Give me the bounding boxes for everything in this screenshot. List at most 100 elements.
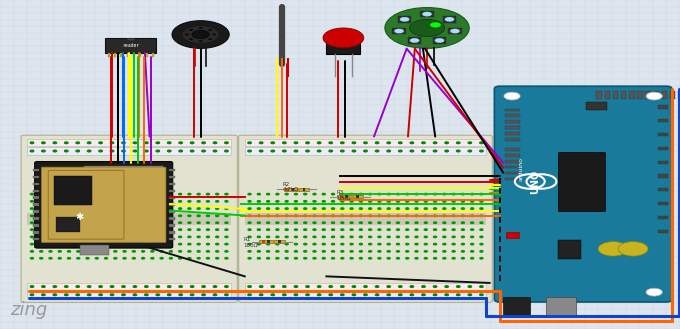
Bar [273, 240, 275, 243]
Circle shape [77, 222, 80, 223]
Circle shape [39, 229, 43, 230]
Circle shape [77, 215, 80, 216]
Circle shape [322, 193, 325, 195]
Circle shape [415, 215, 418, 216]
Circle shape [433, 286, 437, 288]
Bar [27, 139, 231, 146]
Circle shape [304, 258, 307, 259]
Bar [432, 37, 446, 44]
FancyBboxPatch shape [239, 135, 492, 302]
Circle shape [318, 286, 321, 288]
Circle shape [53, 286, 56, 288]
Circle shape [188, 243, 191, 245]
Circle shape [160, 251, 163, 252]
Circle shape [179, 251, 182, 252]
Circle shape [179, 150, 182, 152]
Circle shape [341, 251, 344, 252]
Bar [245, 213, 486, 225]
Circle shape [378, 236, 381, 238]
Circle shape [65, 142, 68, 144]
Bar [653, 91, 659, 99]
Circle shape [332, 236, 335, 238]
Circle shape [160, 243, 163, 245]
Circle shape [304, 222, 307, 223]
Circle shape [65, 150, 68, 152]
Circle shape [434, 251, 437, 252]
Circle shape [257, 236, 260, 238]
Circle shape [86, 251, 89, 252]
Text: R1
100Ω: R1 100Ω [243, 237, 258, 248]
Circle shape [387, 142, 390, 144]
Circle shape [434, 258, 437, 259]
Circle shape [322, 258, 325, 259]
Bar [126, 53, 129, 57]
Circle shape [462, 201, 464, 202]
Circle shape [77, 201, 80, 202]
Circle shape [364, 286, 367, 288]
Circle shape [86, 215, 89, 216]
Circle shape [267, 201, 269, 202]
Bar [107, 53, 110, 57]
Circle shape [105, 251, 107, 252]
Circle shape [468, 294, 471, 295]
Bar [33, 224, 39, 227]
Circle shape [398, 142, 402, 144]
Circle shape [445, 286, 448, 288]
Circle shape [267, 193, 269, 195]
Circle shape [95, 251, 99, 252]
Circle shape [267, 243, 269, 245]
FancyBboxPatch shape [41, 167, 166, 242]
Circle shape [313, 236, 316, 238]
Circle shape [151, 243, 154, 245]
Circle shape [151, 236, 154, 238]
Circle shape [424, 208, 427, 209]
Circle shape [169, 222, 172, 223]
Bar [505, 114, 520, 117]
Circle shape [369, 258, 372, 259]
Circle shape [110, 142, 114, 144]
Circle shape [257, 258, 260, 259]
Circle shape [141, 243, 145, 245]
Circle shape [207, 193, 209, 195]
Circle shape [306, 150, 309, 152]
Circle shape [341, 258, 344, 259]
Circle shape [133, 208, 135, 209]
Circle shape [422, 150, 425, 152]
Circle shape [65, 286, 68, 288]
Circle shape [350, 251, 353, 252]
Bar [33, 217, 39, 220]
Circle shape [341, 294, 344, 295]
Circle shape [160, 215, 163, 216]
Circle shape [369, 251, 372, 252]
Circle shape [167, 294, 171, 295]
Circle shape [95, 215, 99, 216]
Circle shape [387, 222, 390, 223]
Circle shape [179, 193, 182, 195]
Circle shape [285, 208, 288, 209]
Bar [105, 38, 156, 53]
Circle shape [248, 142, 252, 144]
Circle shape [99, 294, 102, 295]
Circle shape [169, 193, 172, 195]
Circle shape [306, 142, 309, 144]
Circle shape [151, 201, 154, 202]
Bar [503, 297, 530, 315]
Circle shape [359, 229, 362, 230]
Circle shape [105, 193, 107, 195]
Bar [27, 147, 231, 155]
Circle shape [182, 26, 219, 43]
Circle shape [304, 208, 307, 209]
Circle shape [216, 251, 219, 252]
Circle shape [410, 142, 413, 144]
Circle shape [329, 150, 333, 152]
Circle shape [359, 215, 362, 216]
Circle shape [214, 150, 217, 152]
Circle shape [294, 215, 297, 216]
Bar [345, 195, 348, 198]
Circle shape [49, 208, 52, 209]
Circle shape [216, 229, 219, 230]
Circle shape [105, 215, 107, 216]
Circle shape [160, 258, 163, 259]
Circle shape [422, 12, 432, 16]
Circle shape [31, 215, 33, 216]
